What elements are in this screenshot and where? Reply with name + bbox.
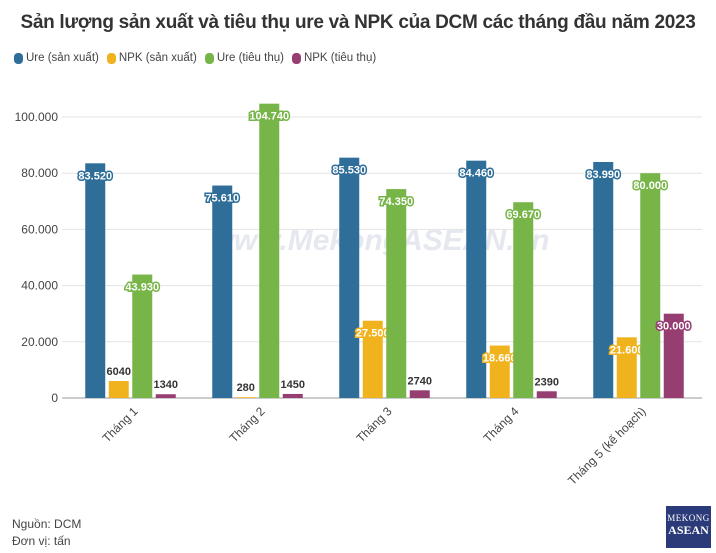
bar[interactable] xyxy=(663,313,684,398)
bar[interactable] xyxy=(362,320,383,398)
y-tick-label: 80.000 xyxy=(21,166,58,180)
legend-label: Ure (tiêu thụ) xyxy=(216,52,284,64)
data-label: 2740 xyxy=(408,375,432,387)
bar[interactable] xyxy=(235,397,256,398)
bar[interactable] xyxy=(466,160,487,398)
unit-text: Đơn vị: tấn xyxy=(12,534,71,548)
bar[interactable] xyxy=(282,393,303,398)
legend-swatch xyxy=(106,52,116,64)
x-tick-label: Tháng 5 (kế hoạch) xyxy=(565,404,648,487)
bar[interactable] xyxy=(513,202,534,398)
bar[interactable] xyxy=(489,345,510,398)
y-tick-label: 0 xyxy=(51,391,58,405)
bar[interactable] xyxy=(85,163,106,398)
data-label: 104.740 xyxy=(249,111,289,123)
data-label: 75.610 xyxy=(205,193,239,205)
legend-label: NPK (tiêu thụ) xyxy=(303,52,377,64)
data-label: 84.460 xyxy=(459,168,493,180)
legend-swatch xyxy=(204,52,214,64)
legend-swatch xyxy=(14,52,23,64)
y-tick-label: 20.000 xyxy=(21,335,58,349)
data-label: 80.000 xyxy=(633,180,667,192)
data-label: 2390 xyxy=(535,376,559,388)
bar[interactable] xyxy=(339,157,360,398)
data-label: 18.660 xyxy=(483,353,517,365)
data-label: 74.350 xyxy=(379,196,413,208)
bar[interactable] xyxy=(212,185,233,398)
bar[interactable] xyxy=(616,337,637,398)
source-note: Nguồn: DCM Đơn vị: tấn xyxy=(12,516,81,550)
data-label: 69.670 xyxy=(506,209,540,221)
y-tick-label: 40.000 xyxy=(21,279,58,293)
bar[interactable] xyxy=(259,103,280,398)
data-label: 280 xyxy=(237,382,255,394)
source-text: Nguồn: DCM xyxy=(12,517,82,531)
chart-title: Sản lượng sản xuất và tiêu thụ ure và NP… xyxy=(20,12,696,33)
x-tick-label: Tháng 4 xyxy=(481,404,522,445)
x-tick-label: Tháng 3 xyxy=(354,404,395,445)
bar[interactable] xyxy=(409,390,430,398)
legend-label: Ure (sản xuất) xyxy=(26,52,99,64)
legend-label: NPK (sản xuất) xyxy=(118,52,197,64)
data-label: 21.600 xyxy=(610,344,644,356)
legend-item[interactable]: Ure (tiêu thụ) xyxy=(204,52,284,64)
legend: Ure (sản xuất) NPK (sản xuất) Ure (tiêu th… xyxy=(14,52,376,64)
data-label: 43.930 xyxy=(125,282,159,294)
data-label: 83.990 xyxy=(586,169,620,181)
data-label: 83.520 xyxy=(78,170,112,182)
y-tick-label: 100.000 xyxy=(15,110,59,124)
legend-swatch xyxy=(291,52,301,64)
bar[interactable] xyxy=(155,394,176,398)
data-label: 6040 xyxy=(107,366,131,378)
data-label: 85.530 xyxy=(332,165,366,177)
bar[interactable] xyxy=(640,173,661,398)
data-label: 1340 xyxy=(154,379,178,391)
legend-item[interactable]: NPK (sản xuất) xyxy=(106,52,197,64)
data-label: 30.000 xyxy=(657,321,691,333)
bar[interactable] xyxy=(593,161,614,398)
bar[interactable] xyxy=(108,381,129,398)
data-label: 1450 xyxy=(281,379,305,391)
data-label: 27.500 xyxy=(356,328,390,340)
mekong-asean-logo: MEKONG ASEAN xyxy=(666,506,711,548)
x-tick-label: Tháng 1 xyxy=(100,404,141,445)
y-tick-label: 60.000 xyxy=(21,222,58,236)
bar[interactable] xyxy=(132,274,153,398)
bar[interactable] xyxy=(386,189,407,398)
legend-item[interactable]: Ure (sản xuất) xyxy=(14,52,99,64)
bar[interactable] xyxy=(536,391,557,398)
x-tick-label: Tháng 2 xyxy=(227,404,268,445)
legend-item[interactable]: NPK (tiêu thụ) xyxy=(291,52,377,64)
